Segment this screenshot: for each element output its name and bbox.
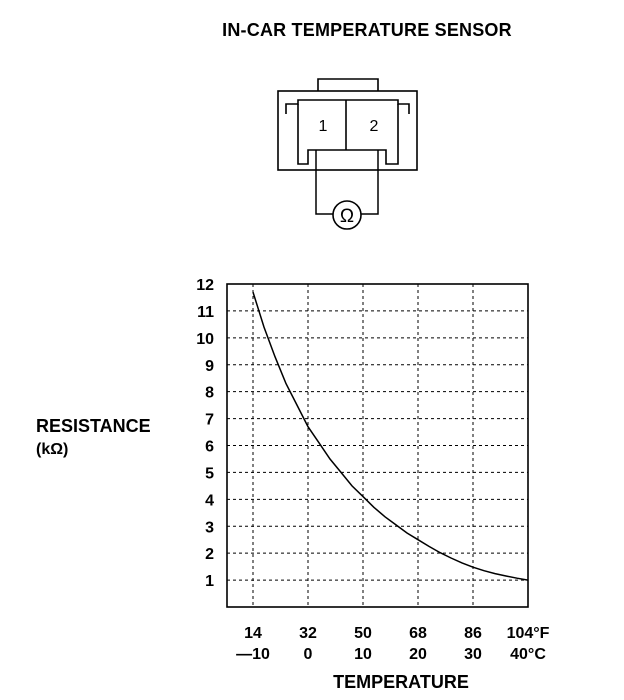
x-tick-label-c: —10 [236, 646, 270, 663]
diagram-title: IN-CAR TEMPERATURE SENSOR [222, 20, 512, 40]
y-tick-label: 9 [205, 358, 214, 375]
x-tick-label-f: 50 [354, 625, 372, 642]
connector-lock-tab [317, 78, 379, 91]
y-tick-label: 11 [197, 304, 214, 321]
x-tick-label-c: 20 [409, 646, 427, 663]
x-axis-label: TEMPERATURE [333, 672, 469, 692]
y-tick-label: 6 [205, 439, 214, 456]
y-axis-label: RESISTANCE [36, 416, 151, 436]
y-tick-label: 12 [196, 277, 214, 294]
y-tick-label: 4 [205, 492, 214, 509]
chart-grid [227, 284, 528, 607]
resistance-curve [252, 291, 529, 581]
y-axis-unit: (kΩ) [36, 441, 68, 458]
y-tick-label: 5 [205, 465, 214, 482]
connector-inner-body [297, 104, 399, 165]
y-tick-label: 1 [205, 573, 214, 590]
x-axis-ticks: 14 —10 32 0 50 10 68 20 86 30 104°F 40°C [236, 625, 550, 663]
connector-inner-top [285, 99, 410, 114]
x-tick-label-c: 10 [354, 646, 372, 663]
x-tick-label-f: 104°F [507, 625, 550, 642]
x-tick-label-c: 0 [304, 646, 313, 663]
connector-housing [277, 90, 418, 171]
meter-lead-right [361, 150, 379, 215]
x-tick-label-f: 14 [244, 625, 262, 642]
y-tick-label: 10 [196, 331, 214, 348]
x-tick-label-f: 32 [299, 625, 317, 642]
y-tick-label: 8 [205, 385, 214, 402]
pin-1-label: 1 [319, 118, 328, 135]
x-tick-label-f: 68 [409, 625, 427, 642]
x-tick-label-c: 40°C [510, 646, 546, 663]
ohmmeter-icon [332, 200, 362, 230]
meter-lead-left [315, 150, 333, 215]
y-tick-label: 7 [205, 412, 214, 429]
x-tick-label-c: 30 [464, 646, 482, 663]
sensor-connector: 1 2 Ω [277, 78, 418, 230]
y-tick-label: 3 [205, 519, 214, 536]
x-tick-label-f: 86 [464, 625, 482, 642]
y-tick-label: 2 [205, 546, 214, 563]
ohm-symbol: Ω [340, 206, 354, 227]
pin-2-label: 2 [370, 118, 379, 135]
